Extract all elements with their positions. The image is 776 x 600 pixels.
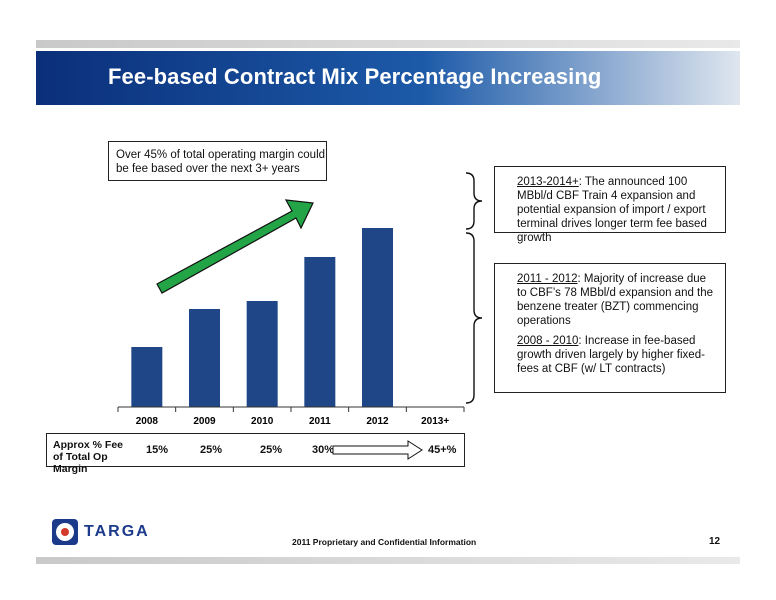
fee-value-2008: 15% — [146, 444, 169, 456]
top-strip — [36, 40, 740, 48]
bar-2011 — [304, 257, 336, 407]
bar-2009 — [189, 309, 220, 407]
title-bar — [36, 51, 740, 105]
callout-2011-2012: 2011 - 2012: Majority of increase due to… — [517, 272, 715, 328]
page-title: Fee-based Contract Mix Percentage Increa… — [108, 64, 602, 89]
callout-fee-margin: Over 45% of total operating margin could… — [108, 141, 327, 181]
callout-2013-2014-text: : The announced 100 MBbl/d CBF Train 4 e… — [517, 176, 707, 244]
x-tick-label-2010: 2010 — [251, 416, 274, 427]
page-number: 12 — [709, 536, 721, 547]
fee-value-2010: 25% — [260, 444, 283, 456]
growth-arrow-icon — [156, 199, 314, 294]
x-tick-label-2008: 2008 — [136, 416, 159, 427]
fee-value-2011: 30% — [312, 444, 335, 456]
callout-2008-2012: 2011 - 2012: Majority of increase due to… — [494, 263, 726, 393]
x-tick-label-2012: 2012 — [366, 416, 389, 427]
callout-2008-2010: 2008 - 2010: Increase in fee-based growt… — [517, 334, 715, 376]
bottom-strip — [36, 557, 740, 564]
callout-2011-2012-lead: 2011 - 2012 — [517, 273, 578, 285]
bar-2008 — [131, 347, 163, 407]
callout-2011-2012-text: : Majority of increase due to CBF’s 78 M… — [517, 273, 714, 327]
callout-2013-2014: 2013-2014+: The announced 100 MBbl/d CBF… — [494, 166, 726, 244]
fee-row-label: Approx % Fee of Total Op Margin — [53, 439, 124, 475]
x-tick-label-2009: 2009 — [193, 416, 216, 427]
targa-logo-icon — [52, 519, 78, 545]
brand-name: TARGA — [84, 523, 150, 540]
fee-value-2013: 45+% — [428, 444, 457, 456]
bar-2010 — [246, 301, 278, 407]
footer-text: 2011 Proprietary and Confidential Inform… — [292, 537, 477, 547]
fee-value-2009: 25% — [200, 444, 223, 456]
callout-2008-2010-lead: 2008 - 2010 — [517, 335, 579, 347]
callout-2008-2010-text: : Increase in fee-based growth driven la… — [517, 335, 705, 375]
x-tick-label-2013+: 2013+ — [421, 416, 449, 427]
bar-2012 — [362, 228, 393, 407]
x-tick-label-2011: 2011 — [309, 416, 331, 427]
callout-2013-2014-lead: 2013-2014+ — [517, 176, 579, 188]
